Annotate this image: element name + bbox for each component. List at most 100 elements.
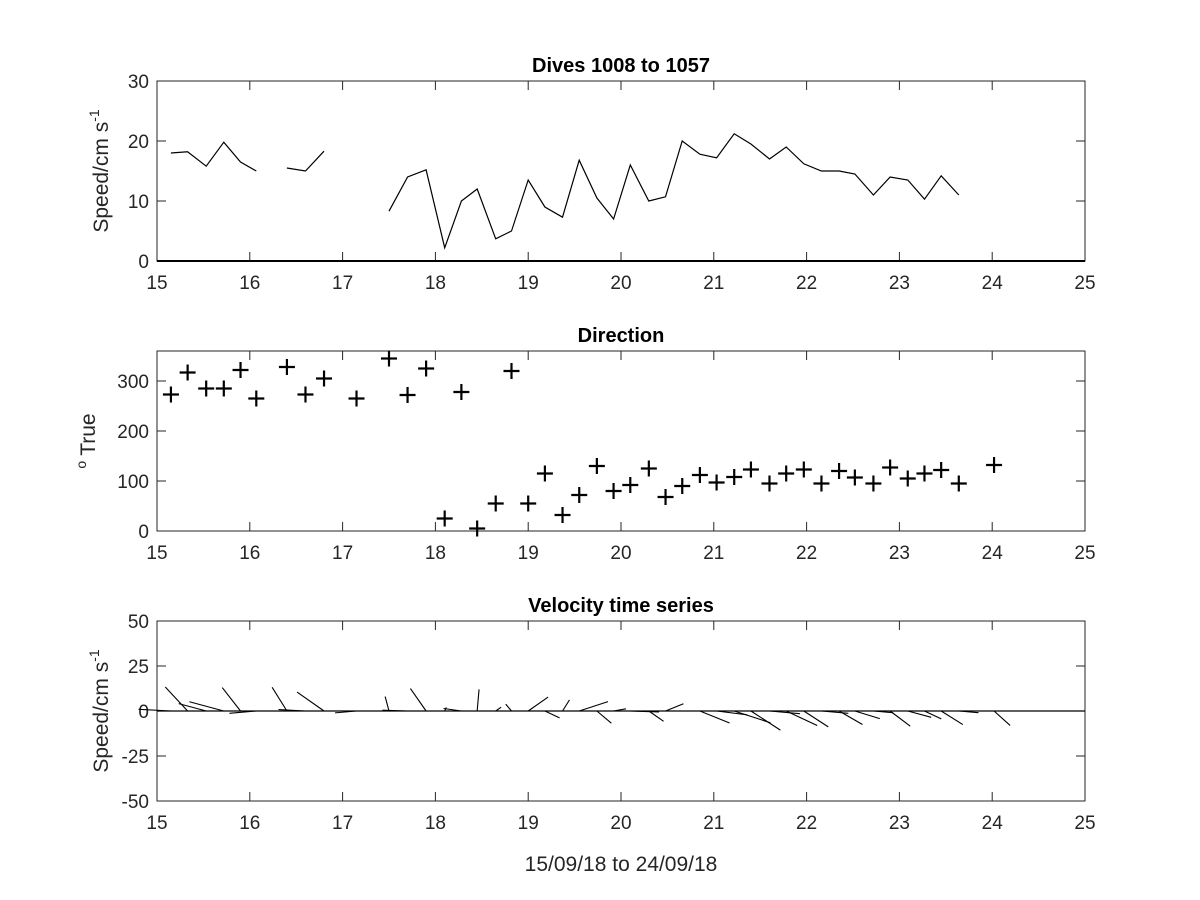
- speed-xtick-label: 20: [610, 273, 631, 294]
- velocity-stick: [384, 696, 390, 712]
- velocity-stick: [769, 710, 801, 715]
- velocity-stick: [189, 701, 224, 712]
- direction-ylabel-degree: o: [73, 461, 89, 469]
- velocity-ylabel-text: Speed/cm s: [90, 662, 113, 773]
- velocity-stick: [229, 710, 257, 714]
- direction-point: [554, 507, 571, 523]
- velocity-stick: [665, 703, 684, 712]
- velocity-stick: [750, 710, 781, 731]
- velocity-panel-title: Velocity time series: [528, 595, 714, 617]
- velocity-panel: Velocity time series Speed/cm s-1 15/09/…: [86, 595, 1096, 876]
- velocity-stick: [854, 710, 880, 720]
- velocity-xtick-label: 23: [889, 813, 910, 834]
- speed-panel: Dives 1008 to 1057 Speed/cm s-1 15 16 17 18…: [86, 55, 1096, 294]
- velocity-stick: [699, 710, 730, 724]
- direction-point: [278, 359, 295, 375]
- velocity-stick: [958, 710, 979, 714]
- velocity-stick: [544, 710, 560, 719]
- velocity-stick: [527, 696, 549, 712]
- velocity-stick: [785, 710, 818, 726]
- velocity-stick: [495, 706, 502, 712]
- velocity-xtick-label: 18: [425, 813, 446, 834]
- speed-panel-title: Dives 1008 to 1057: [532, 55, 710, 77]
- speed-xtick-label: 16: [239, 273, 260, 294]
- velocity-stick: [296, 691, 325, 712]
- velocity-stick: [734, 710, 771, 724]
- velocity-xlabel: 15/09/18 to 24/09/18: [525, 853, 718, 876]
- svg-text:Speed/cm s-1: Speed/cm s-1: [86, 649, 113, 773]
- velocity-xtick-label: 17: [332, 813, 353, 834]
- velocity-stick: [803, 710, 829, 728]
- direction-point: [813, 475, 830, 492]
- direction-point: [487, 495, 504, 512]
- speed-series-line: [286, 150, 325, 172]
- direction-ytick-label: 100: [117, 472, 149, 493]
- direction-point: [348, 390, 365, 407]
- velocity-xtick-label: 19: [518, 813, 539, 834]
- direction-ylabel: o True: [73, 413, 100, 468]
- direction-point: [708, 474, 725, 491]
- speed-axes-box: [156, 80, 1086, 262]
- velocity-stick: [821, 710, 849, 714]
- speed-xtick-label: 17: [332, 273, 353, 294]
- direction-point: [381, 350, 397, 367]
- direction-xtick-label: 15: [146, 543, 167, 564]
- direction-panel-title: Direction: [578, 325, 665, 347]
- velocity-stick: [278, 709, 306, 712]
- direction-axes-box: [156, 350, 1086, 532]
- direction-point: [162, 386, 179, 403]
- direction-ytick-label: 300: [117, 372, 149, 393]
- direction-xtick-label: 24: [982, 543, 1004, 564]
- velocity-xtick-label: 21: [703, 813, 724, 834]
- direction-point: [778, 465, 795, 482]
- velocity-stick: [924, 710, 942, 720]
- speed-xtick-label: 15: [146, 273, 167, 294]
- velocity-stick: [613, 708, 627, 712]
- speed-ytick-label: 20: [128, 132, 149, 153]
- direction-point: [179, 364, 196, 381]
- direction-point: [436, 510, 453, 527]
- direction-xtick-label: 19: [518, 543, 539, 564]
- velocity-ytick-label: -50: [122, 792, 149, 813]
- speed-xtick-label: 21: [703, 273, 724, 294]
- speed-ytick-label: 30: [128, 72, 149, 93]
- speed-plot-area: 15 16 17 18 19 20 21 22 23 24 25 0 10 20 30: [128, 72, 1096, 294]
- direction-point: [950, 475, 967, 492]
- velocity-stick: [630, 710, 660, 713]
- speed-ytick-label: 10: [128, 192, 149, 213]
- speed-series-line: [388, 133, 960, 250]
- velocity-stick: [221, 687, 241, 712]
- velocity-plot-area: 15 16 17 18 19 20 21 22 23 24 25 -50 -25 0 25 50: [122, 612, 1096, 834]
- direction-point: [726, 469, 743, 485]
- speed-xtick-label: 18: [425, 273, 446, 294]
- velocity-stick: [907, 710, 932, 718]
- velocity-ytick-label: 25: [128, 657, 149, 678]
- direction-ytick-label: 0: [138, 522, 149, 543]
- velocity-ytick-label: 50: [128, 612, 149, 633]
- speed-xtick-label: 22: [796, 273, 817, 294]
- velocity-xtick-label: 16: [239, 813, 260, 834]
- svg-text:oTrue: o True: [73, 413, 100, 468]
- velocity-xtick-label: 24: [982, 813, 1004, 834]
- velocity-xtick-label: 25: [1074, 813, 1095, 834]
- velocity-ylabel-superscript: -1: [86, 649, 102, 662]
- direction-point: [588, 458, 605, 474]
- direction-point: [882, 459, 899, 476]
- velocity-xtick-label: 22: [796, 813, 817, 834]
- direction-point: [831, 463, 848, 479]
- direction-point: [605, 483, 622, 499]
- direction-point: [761, 475, 778, 492]
- velocity-xtick-label: 20: [610, 813, 631, 834]
- velocity-stick: [443, 707, 462, 712]
- direction-point: [520, 495, 537, 512]
- velocity-stick: [562, 699, 570, 712]
- direction-plot-area: 15 16 17 18 19 20 21 22 23 24 25 0 100 200 300: [117, 350, 1096, 564]
- speed-xtick-label: 19: [518, 273, 539, 294]
- velocity-stick: [178, 703, 207, 712]
- velocity-ytick-label: 0: [138, 702, 149, 723]
- velocity-stick: [648, 710, 664, 722]
- direction-point: [865, 475, 882, 492]
- speed-ylabel-text: Speed/cm s: [90, 122, 113, 233]
- velocity-stick: [138, 708, 171, 712]
